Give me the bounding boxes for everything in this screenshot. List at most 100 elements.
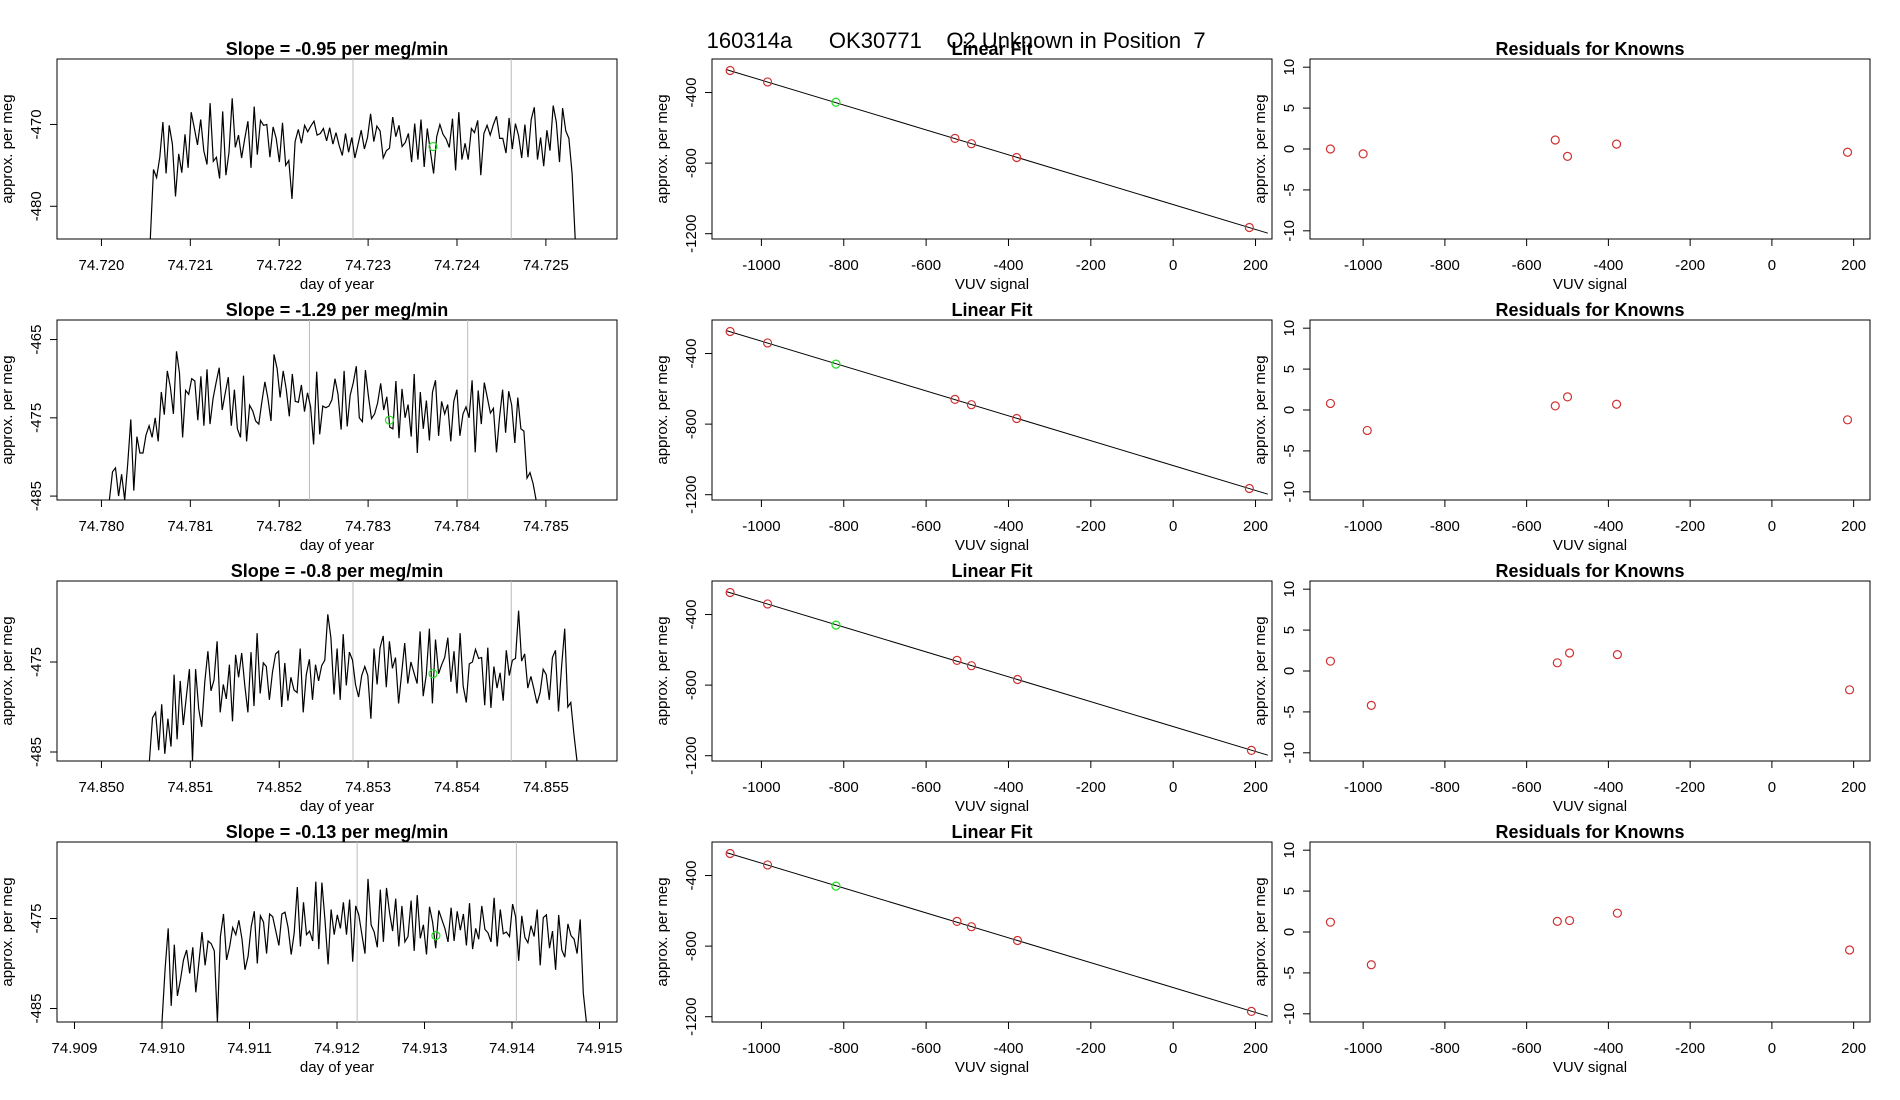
residual-point (1358, 149, 1368, 159)
x-axis-label: day of year (300, 537, 374, 554)
y-tick-label: -400 (683, 78, 700, 108)
known-point (1244, 483, 1254, 494)
x-tick-label: -1000 (1344, 257, 1382, 274)
plot-frame (1309, 841, 1871, 1023)
unknown-point (831, 620, 841, 630)
y-tick-label: 10 (1281, 842, 1298, 859)
x-tick-label: -400 (993, 257, 1023, 274)
x-axis-label: day of year (300, 1059, 374, 1076)
x-tick-label: -600 (1512, 779, 1542, 796)
x-tick-label: 74.851 (167, 779, 213, 796)
x-tick-label: -800 (829, 257, 859, 274)
y-axis-label: approx. per meg (654, 877, 671, 986)
x-tick-label: -800 (829, 1040, 859, 1057)
residual-point (1366, 960, 1376, 970)
y-tick-label: 0 (1281, 928, 1298, 936)
y-tick-label: -10 (1281, 220, 1298, 242)
known-point (1246, 745, 1257, 756)
x-tick-label: 200 (1841, 257, 1866, 274)
residual-point (1844, 685, 1855, 695)
y-tick-label: -485 (28, 737, 45, 767)
fit-line (726, 69, 1269, 234)
y-tick-label: 0 (1281, 145, 1298, 153)
panel-title: Residuals for Knowns (1495, 39, 1684, 59)
y-tick-label: -1200 (683, 476, 700, 514)
residual-point (1842, 147, 1853, 157)
panel-title: Linear Fit (951, 300, 1032, 320)
x-axis-label: VUV signal (1553, 537, 1627, 554)
y-tick-label: 10 (1281, 59, 1298, 76)
x-tick-label: -1000 (742, 257, 780, 274)
x-tick-label: -600 (1512, 257, 1542, 274)
x-tick-label: 74.722 (256, 257, 302, 274)
panel-title: Residuals for Knowns (1495, 561, 1684, 581)
x-tick-label: 74.853 (345, 779, 391, 796)
fit-line (726, 852, 1269, 1017)
x-tick-label: 74.724 (434, 257, 480, 274)
known-point (952, 655, 962, 666)
x-axis-label: day of year (300, 798, 374, 815)
known-point (725, 65, 735, 76)
x-tick-label: 200 (1243, 518, 1268, 535)
residual-point (1842, 415, 1853, 425)
x-tick-label: 74.915 (577, 1040, 623, 1057)
x-tick-label: -1000 (742, 779, 780, 796)
plot-frame (711, 319, 1273, 501)
time-series-line (149, 98, 576, 240)
residual-point (1611, 399, 1622, 409)
panel-title: Linear Fit (951, 39, 1032, 59)
x-tick-label: -400 (1593, 257, 1623, 274)
x-tick-label: 0 (1169, 1040, 1177, 1057)
x-tick-label: 200 (1243, 779, 1268, 796)
x-tick-label: -200 (1076, 779, 1106, 796)
known-point (950, 133, 960, 144)
plot-frame (711, 580, 1273, 762)
y-tick-label: -475 (28, 903, 45, 933)
panel-4 (705, 58, 1273, 246)
y-tick-label: 5 (1281, 365, 1298, 373)
x-tick-label: -600 (1512, 518, 1542, 535)
plot-frame (1309, 319, 1871, 501)
x-tick-label: 0 (1768, 257, 1776, 274)
unknown-point (831, 97, 841, 107)
x-tick-label: -200 (1076, 1040, 1106, 1057)
y-axis-label: approx. per meg (654, 355, 671, 464)
y-tick-label: -10 (1281, 1003, 1298, 1025)
y-tick-label: -5 (1281, 705, 1298, 718)
residual-point (1552, 658, 1562, 668)
plot-frame (1309, 58, 1871, 240)
known-point (762, 599, 773, 609)
x-tick-label: -200 (1675, 518, 1705, 535)
x-tick-label: -1000 (1344, 779, 1382, 796)
x-tick-label: 74.780 (78, 518, 124, 535)
x-axis-label: VUV signal (1553, 276, 1627, 293)
y-tick-label: -475 (28, 647, 45, 677)
x-tick-label: -600 (911, 257, 941, 274)
x-tick-label: -200 (1076, 518, 1106, 535)
y-tick-label: -400 (683, 600, 700, 630)
x-tick-label: 74.911 (227, 1040, 272, 1057)
residual-point (1362, 425, 1372, 436)
known-point (725, 587, 735, 598)
x-tick-label: 74.910 (139, 1040, 185, 1057)
panel-title: Residuals for Knowns (1495, 822, 1684, 842)
y-tick-label: -1200 (683, 737, 700, 775)
x-tick-label: 74.854 (434, 779, 480, 796)
plot-frame (56, 580, 618, 762)
y-tick-label: 10 (1281, 581, 1298, 598)
unknown-sample-marker (431, 930, 441, 941)
y-tick-label: 5 (1281, 104, 1298, 112)
x-tick-label: -400 (993, 1040, 1023, 1057)
x-axis-label: VUV signal (1553, 1059, 1627, 1076)
unknown-sample-marker (384, 415, 395, 425)
known-point (966, 139, 977, 149)
y-tick-label: -465 (28, 325, 45, 355)
known-point (1012, 674, 1023, 685)
x-tick-label: -400 (1593, 779, 1623, 796)
x-tick-label: -400 (993, 779, 1023, 796)
residual-point (1564, 915, 1575, 926)
y-tick-label: 5 (1281, 626, 1298, 634)
x-tick-label: -1000 (742, 1040, 780, 1057)
y-tick-label: -10 (1281, 481, 1298, 503)
